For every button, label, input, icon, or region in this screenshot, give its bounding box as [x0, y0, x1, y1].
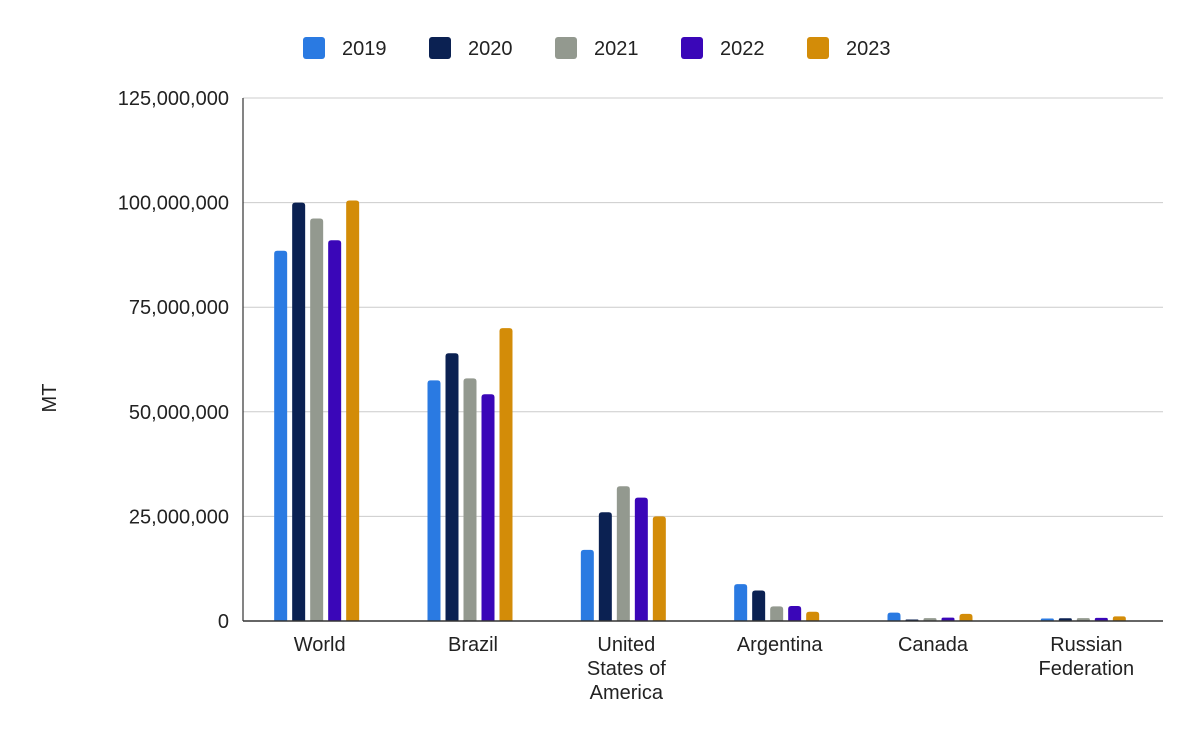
bar-2019 — [887, 612, 901, 621]
y-tick-label: 50,000,000 — [129, 402, 229, 424]
legend-label-2020: 2020 — [468, 38, 513, 60]
legend-label-2022: 2022 — [720, 38, 765, 60]
legend: 2019 2020 2021 2022 2023 — [303, 37, 891, 60]
bar-2020 — [752, 590, 766, 621]
x-category-label: Argentina — [737, 634, 823, 656]
bar-2020 — [445, 353, 459, 621]
legend-swatch-2021 — [555, 37, 577, 59]
bar-2023 — [806, 611, 820, 621]
bar-2023 — [959, 613, 973, 621]
bar-2019 — [734, 584, 748, 621]
x-category-label: World — [294, 634, 346, 656]
y-tick-label: 125,000,000 — [118, 88, 229, 110]
x-category-label: Canada — [898, 634, 969, 656]
x-category-label: Brazil — [448, 634, 498, 656]
x-category-label: United States of America — [587, 634, 666, 704]
y-tick-label: 25,000,000 — [129, 506, 229, 528]
bar-2022 — [481, 394, 495, 621]
bar-2022 — [328, 240, 342, 622]
legend-label-2019: 2019 — [342, 38, 387, 60]
bar-2019 — [427, 380, 441, 621]
y-axis-title: MT — [39, 384, 61, 413]
gridlines — [243, 97, 1163, 517]
axes — [242, 98, 1163, 622]
bar-2019 — [274, 250, 288, 621]
x-axis-categories: World Brazil United States of America Argenti… — [294, 634, 1134, 704]
y-axis-ticks: 0 25,000,000 50,000,000 75,000,000 100,000,0… — [118, 88, 229, 633]
legend-label-2021: 2021 — [594, 38, 639, 60]
bar-2022 — [1094, 617, 1108, 621]
x-category-label: Russian Federation — [1039, 634, 1135, 680]
legend-label-2023: 2023 — [846, 38, 891, 60]
bar-2019 — [580, 549, 594, 621]
bars — [274, 200, 1126, 622]
bar-2020 — [598, 512, 612, 621]
y-tick-label: 100,000,000 — [118, 193, 229, 215]
bar-2020 — [292, 202, 306, 621]
bar-2022 — [788, 605, 802, 621]
legend-swatch-2022 — [681, 37, 703, 59]
bar-2023 — [499, 328, 513, 621]
bar-2023 — [1112, 616, 1126, 621]
bar-2021 — [616, 486, 630, 621]
bar-2022 — [634, 497, 648, 621]
bar-2021 — [463, 378, 477, 621]
y-tick-label: 0 — [218, 611, 229, 633]
legend-swatch-2020 — [429, 37, 451, 59]
bar-2022 — [941, 617, 955, 621]
bar-2021 — [770, 606, 784, 621]
bar-2023 — [652, 516, 666, 621]
y-tick-label: 75,000,000 — [129, 297, 229, 319]
legend-swatch-2019 — [303, 37, 325, 59]
legend-swatch-2023 — [807, 37, 829, 59]
bar-2021 — [310, 218, 324, 621]
bar-2023 — [346, 200, 360, 621]
